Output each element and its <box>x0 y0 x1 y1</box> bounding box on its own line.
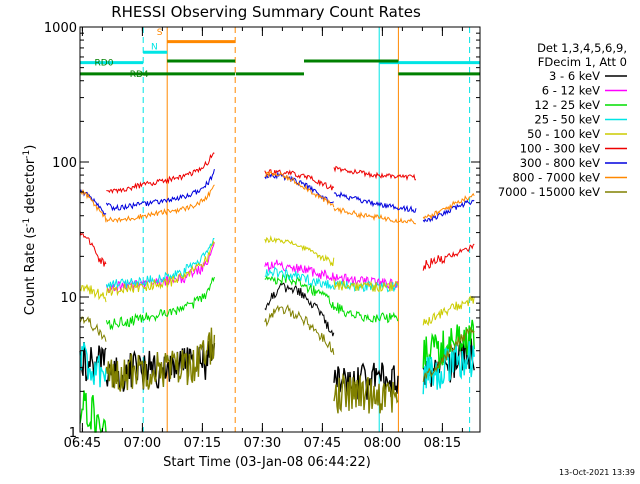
legend-entry-label-5: 50 - 100 keV <box>527 127 600 141</box>
series-line-1-4 <box>333 362 399 400</box>
chart-title: RHESSI Observing Summary Count Rates <box>111 3 421 21</box>
x-tick-label-2: 07:00 <box>124 436 161 451</box>
series-line-7-4 <box>333 191 417 213</box>
series-line-6-5 <box>422 243 475 271</box>
series-line-9-1 <box>79 316 107 342</box>
flag-label-4: N <box>151 43 158 53</box>
series-line-8-5 <box>422 192 475 221</box>
series-line-5-3 <box>264 235 335 267</box>
series-line-4-1 <box>79 342 107 388</box>
y-axis-label-sup2: -1 <box>22 150 32 159</box>
legend-entry-label-6: 100 - 300 keV <box>520 142 600 156</box>
series-line-9-5 <box>422 326 475 382</box>
y-axis-label-end: ) <box>23 145 38 150</box>
x-tick-label-7: 08:15 <box>424 436 461 451</box>
y-axis-label-main: Count Rate (s <box>23 227 38 316</box>
series-line-6-1 <box>79 230 107 267</box>
series-line-9-2 <box>105 327 216 392</box>
series-line-3-3 <box>264 273 399 324</box>
axes-layer: 1 10 100 1000 06:45 07:00 07:15 07:30 07:45 08:00… <box>44 21 481 451</box>
legend-entry-label-7: 300 - 800 keV <box>520 156 600 170</box>
series-line-7-5 <box>422 199 475 223</box>
series-line-7-2 <box>105 168 215 212</box>
series-line-8-1 <box>79 189 107 223</box>
flag-label-3: S <box>157 28 163 38</box>
y-axis-label-mid: detector <box>23 158 38 218</box>
x-tick-label-1: 06:45 <box>64 436 101 451</box>
legend-entry-label-1: 3 - 6 keV <box>549 69 600 83</box>
series-line-6-4 <box>333 165 416 182</box>
series-line-8-4 <box>333 207 416 225</box>
series-line-5-1 <box>79 284 107 303</box>
series-line-8-2 <box>105 184 215 224</box>
legend-entry-label-4: 25 - 50 keV <box>534 113 600 127</box>
flag-label-1: RD0 <box>95 58 114 68</box>
series-line-5-2 <box>105 240 215 297</box>
series-line-5-5 <box>422 295 475 327</box>
y-tick-label-2: 10 <box>60 291 77 306</box>
plot-frame <box>79 26 481 433</box>
series-line-3-4 <box>422 319 475 370</box>
series-line-6-3 <box>264 169 335 191</box>
legend-entry-label-3: 12 - 25 keV <box>534 98 600 112</box>
y-axis-label: Count Rate (s-1 detector-1) <box>22 145 38 316</box>
y-tick-label-4: 1000 <box>44 21 77 36</box>
legend-header-line-1: Det 1,3,4,5,6,9, <box>537 41 627 55</box>
y-tick-label-1: 1 <box>69 426 77 441</box>
y-tick-label-3: 100 <box>52 156 77 171</box>
flag-label-2: RD4 <box>130 70 149 80</box>
series-line-6-2 <box>106 152 215 195</box>
legend-header-line-2: FDecim 1, Att 0 <box>538 55 627 69</box>
x-axis-label: Start Time (03-Jan-08 06:44:22) <box>163 455 371 470</box>
series-line-5-4 <box>333 279 399 293</box>
series-line-4-4 <box>422 341 475 395</box>
x-tick-label-6: 08:00 <box>364 436 401 451</box>
series-line-1-2 <box>105 339 216 392</box>
series-line-1-3 <box>264 282 335 337</box>
legend-entry-label-9: 7000 - 15000 keV <box>498 185 600 199</box>
series-line-9-3 <box>264 304 335 355</box>
x-tick-label-4: 07:30 <box>244 436 281 451</box>
series-line-3-2 <box>105 276 215 331</box>
x-tick-label-5: 07:45 <box>304 436 341 451</box>
x-tick-label-3: 07:15 <box>184 436 221 451</box>
series-line-9-4 <box>333 372 399 414</box>
series-line-8-3 <box>264 170 335 208</box>
y-axis-label-sup1: -1 <box>22 218 32 227</box>
footer-timestamp: 13-Oct-2021 13:39 <box>559 468 635 477</box>
series-line-3-1 <box>79 390 107 434</box>
legend-entry-label-2: 6 - 12 keV <box>542 84 600 98</box>
plot-content: RD0 RD4 SN <box>79 27 480 434</box>
legend: Det 1,3,4,5,6,9, FDecim 1, Att 0 3 - 6 k… <box>498 41 627 199</box>
legend-entry-label-8: 800 - 7000 keV <box>512 171 600 185</box>
